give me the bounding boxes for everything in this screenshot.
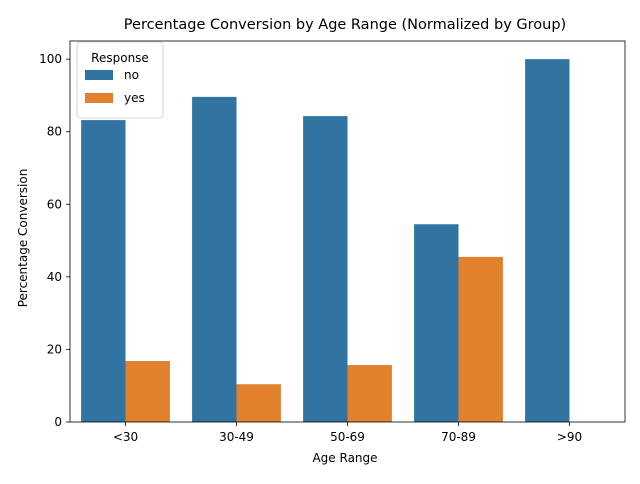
bar-yes-1 [236,384,281,422]
x-axis-label: Age Range [312,451,377,465]
legend-swatch-yes [85,93,113,103]
bars-group [81,59,570,423]
y-tick-label: 80 [47,125,62,139]
y-tick-label: 20 [47,342,62,356]
bar-yes-2 [347,365,392,422]
bar-yes-3 [458,256,503,422]
plot-frame [69,40,626,423]
y-axis-label: Percentage Conversion [16,169,30,308]
bar-no-4 [525,59,570,423]
x-tick-label: 30-49 [219,430,254,444]
legend-swatch-no [85,70,113,80]
y-tick-label: 60 [47,197,62,211]
y-tick-label: 0 [54,415,62,429]
legend: Response no yes [76,41,164,119]
x-axis-ticks: <30 30-49 50-69 70-89 >90 [113,422,582,444]
x-tick-label: >90 [557,430,582,444]
legend-label-no: no [124,68,139,82]
x-tick-label: 70-89 [441,430,476,444]
bar-yes-0 [125,361,170,422]
chart-title: Percentage Conversion by Age Range (Norm… [124,17,566,33]
y-tick-label: 100 [39,52,62,66]
x-tick-label: 50-69 [330,430,365,444]
y-tick-label: 40 [47,270,62,284]
legend-label-yes: yes [124,91,145,105]
legend-title: Response [91,51,149,65]
y-axis-ticks: 0 20 40 60 80 100 [39,52,70,429]
x-tick-label: <30 [113,430,138,444]
bar-no-1 [192,96,237,422]
bar-no-2 [303,116,348,423]
bar-no-0 [81,120,126,423]
bar-no-3 [414,224,459,422]
